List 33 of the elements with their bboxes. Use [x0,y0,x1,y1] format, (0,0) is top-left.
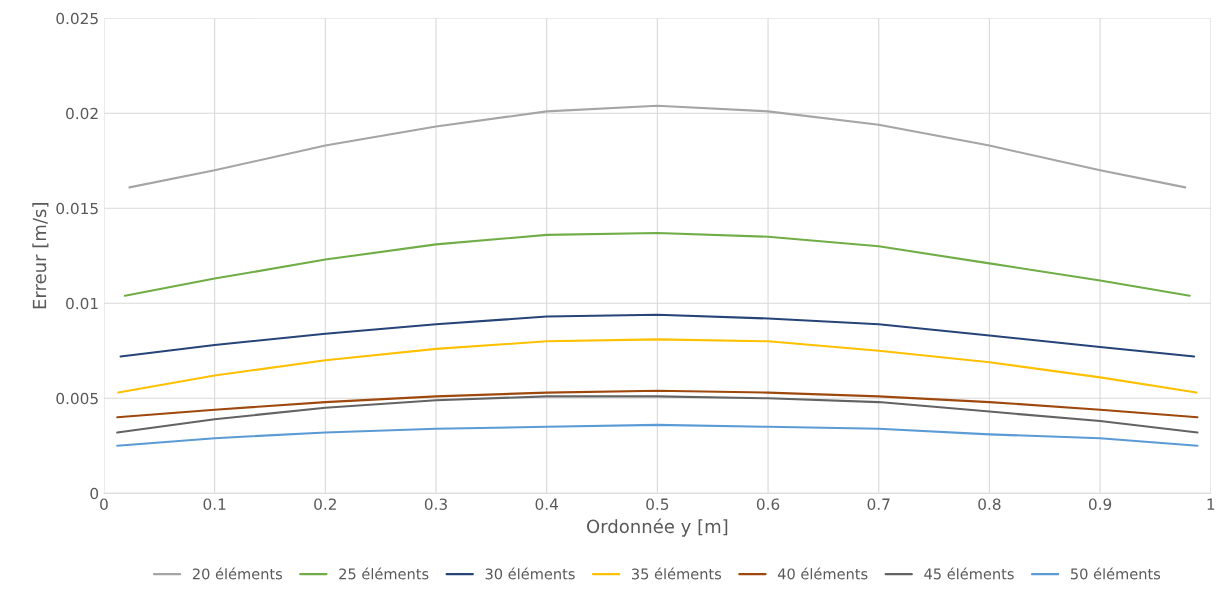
x-tick-label: 0.6 [756,498,780,510]
y-tick-label: 0 [90,487,99,500]
legend-label: 30 éléments [485,567,575,580]
legend-label: 35 éléments [631,567,722,580]
line-series [119,313,1196,358]
y-tick-label: 0.005 [56,392,98,405]
x-tick-label: 0.3 [424,498,447,510]
x-tick-label: 0.1 [203,498,226,510]
legend-label: 40 éléments [777,567,868,580]
line-series [116,423,1199,447]
line-series [116,395,1199,434]
y-tick-label: 0.015 [56,202,98,215]
legend-label: 50 éléments [1071,567,1161,580]
x-tick-label: 0.7 [867,498,890,510]
line-series [116,389,1199,419]
legend-label: 45 éléments [924,567,1014,580]
x-tick-label: 1 [1207,498,1215,510]
x-tick-label: 0.5 [646,498,669,510]
line-series [128,104,1187,189]
x-axis-title: Ordonnée y [m] [586,518,728,537]
y-tick-label: 0.01 [66,297,98,310]
x-tick-label: 0.2 [314,498,336,510]
x-tick-label: 0 [100,498,108,510]
x-tick-label: 0.8 [978,498,1001,510]
x-tick-label: 0.9 [1088,498,1112,510]
x-tick-label: 0.4 [535,498,558,510]
y-axis-title: Erreur [m/s] [32,203,49,309]
line-series [117,338,1198,394]
y-tick-label: 0.02 [66,107,98,120]
legend-label: 20 éléments [192,567,283,580]
line-series [123,231,1191,297]
legend-label: 25 éléments [339,567,429,580]
y-tick-label: 0.025 [56,12,98,25]
